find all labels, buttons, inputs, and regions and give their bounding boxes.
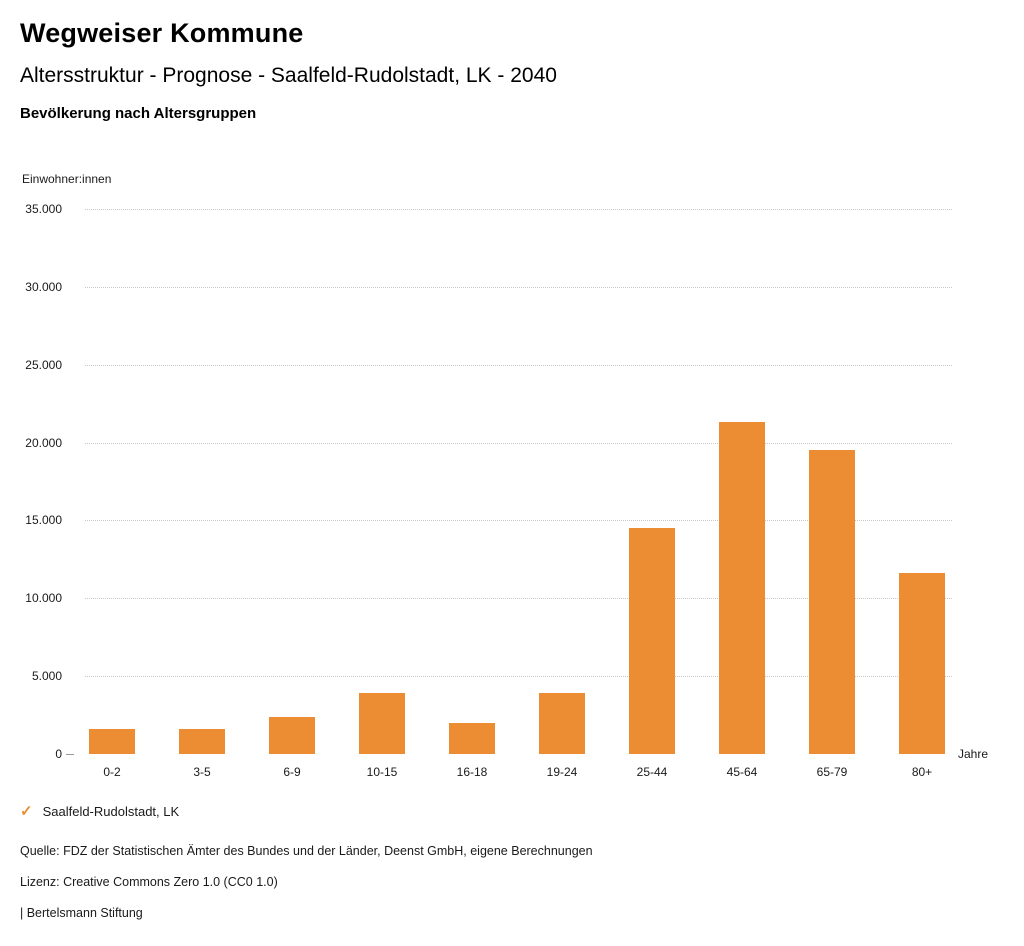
x-tick-label: 19-24 — [546, 765, 578, 779]
x-tick-label: 10-15 — [366, 765, 398, 779]
x-tick-label: 65-79 — [816, 765, 848, 779]
bar-45-64 — [719, 422, 765, 754]
x-tick-label: 45-64 — [726, 765, 758, 779]
x-tick-label: 16-18 — [456, 765, 488, 779]
x-tick-label: 80+ — [911, 765, 933, 779]
bar-19-24 — [539, 693, 585, 754]
y-tick-label: 15.000 — [25, 513, 62, 528]
x-tick-label: 3-5 — [193, 765, 211, 779]
bar-3-5 — [179, 729, 225, 754]
check-icon: ✓ — [20, 803, 33, 820]
bar-10-15 — [359, 693, 405, 754]
gridline — [85, 364, 952, 366]
x-tick-label: 6-9 — [283, 765, 301, 779]
bar-80plus — [899, 573, 945, 754]
zero-tick-mark — [66, 754, 74, 755]
gridline — [85, 286, 952, 288]
x-tick-label: 25-44 — [636, 765, 668, 779]
bar-25-44 — [629, 528, 675, 754]
gridline — [85, 209, 952, 210]
y-tick-label: 5.000 — [31, 669, 62, 684]
chart-heading: Bevölkerung nach Altersgruppen — [20, 105, 257, 122]
y-axis-unit-label: Einwohner:innen — [22, 172, 112, 186]
bar-0-2 — [89, 729, 135, 754]
chart-subtitle: Altersstruktur - Prognose - Saalfeld-Rud… — [20, 64, 557, 87]
license-text: Lizenz: Creative Commons Zero 1.0 (CC0 1… — [20, 875, 278, 889]
x-tick-label: 0-2 — [103, 765, 121, 779]
attribution-text: | Bertelsmann Stiftung — [20, 906, 143, 920]
y-tick-label: 30.000 — [25, 279, 62, 294]
source-text: Quelle: FDZ der Statistischen Ämter des … — [20, 844, 593, 858]
legend-label: Saalfeld-Rudolstadt, LK — [42, 804, 180, 819]
y-tick-label: 20.000 — [25, 435, 62, 450]
gridline — [85, 520, 952, 522]
gridline — [85, 598, 952, 600]
page-title: Wegweiser Kommune — [20, 18, 304, 48]
y-tick-label: 10.000 — [25, 591, 62, 606]
x-axis-unit-label: Jahre — [958, 747, 989, 761]
legend-item-saalfeld-rudolstadt[interactable]: ✓ Saalfeld-Rudolstadt, LK — [20, 804, 179, 819]
bar-16-18 — [449, 723, 495, 754]
y-tick-label: 35.000 — [25, 202, 62, 216]
bar-6-9 — [269, 717, 315, 754]
y-tick-label: 0 — [55, 747, 62, 761]
gridline — [85, 676, 952, 678]
gridline — [85, 442, 952, 444]
y-tick-label: 25.000 — [25, 357, 62, 372]
bar-65-79 — [809, 450, 855, 754]
